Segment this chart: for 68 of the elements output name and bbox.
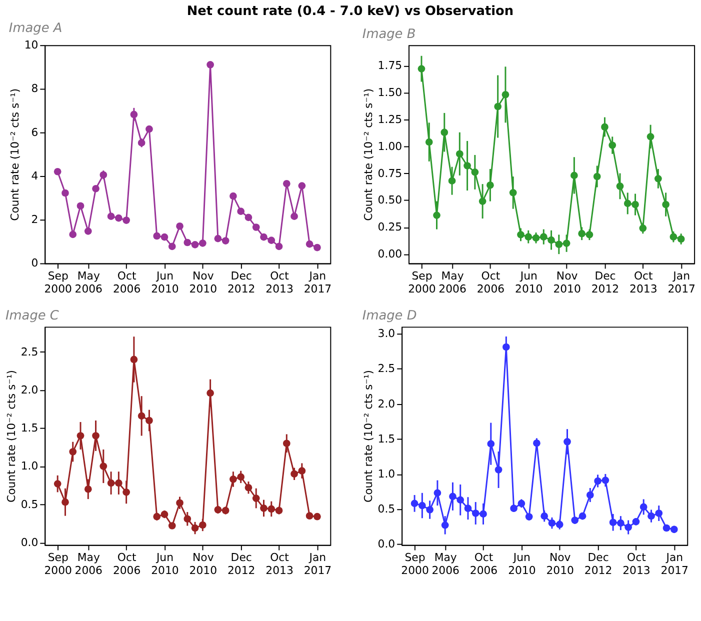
chart-title: Image B xyxy=(362,27,416,42)
y-tick-label: 1.50 xyxy=(378,86,402,99)
y-tick-label: 0.0 xyxy=(20,536,38,550)
x-tick-label: Sep 2000 xyxy=(408,270,436,296)
x-tick-label: Nov 2010 xyxy=(189,270,218,296)
y-tick-label: 4 xyxy=(31,169,38,182)
x-tick-label: Jun 2010 xyxy=(151,551,179,578)
y-tick-label: 0 xyxy=(31,256,38,270)
y-tick-label: 2.5 xyxy=(20,345,38,358)
x-tick-label: Jun 2010 xyxy=(508,551,536,578)
x-tick-label: May 2006 xyxy=(74,551,103,578)
x-tick-label: May 2006 xyxy=(438,270,466,296)
text: Net count rate (0.4 - 7.0 keV) vs Observation xyxy=(186,4,514,19)
x-tick-label: May 2006 xyxy=(74,270,103,296)
y-tick-label: 0.50 xyxy=(378,194,402,207)
y-axis-title: Count rate (10⁻² cts s⁻¹) xyxy=(4,370,18,503)
x-tick-label: Dec 2012 xyxy=(227,270,256,296)
y-tick-label: 0.75 xyxy=(378,166,402,180)
y-tick-label: 0.00 xyxy=(378,248,402,261)
y-tick-label: 1.5 xyxy=(20,422,38,435)
x-tick-label: Jan 2017 xyxy=(304,270,332,296)
chart-title: Image C xyxy=(5,308,59,324)
x-tick-label: Oct 2006 xyxy=(112,551,141,578)
x-tick-label: Oct 2013 xyxy=(266,551,294,578)
x-tick-label: Oct 2006 xyxy=(470,551,498,578)
x-tick-label: Nov 2010 xyxy=(553,270,581,296)
y-tick-label: 0.25 xyxy=(378,220,402,234)
y-tick-label: 3.0 xyxy=(378,327,396,340)
x-tick-label: Jan 2017 xyxy=(304,551,332,578)
y-tick-label: 1.25 xyxy=(378,112,402,126)
x-tick-label: Dec 2012 xyxy=(584,551,612,578)
y-tick-label: 1.75 xyxy=(378,59,402,72)
x-tick-label: May 2006 xyxy=(432,551,460,578)
y-axis-title: Count rate (10⁻² cts s⁻¹) xyxy=(362,88,375,221)
y-tick-label: 2.5 xyxy=(378,362,396,376)
y-tick-label: 1.5 xyxy=(378,432,396,446)
x-tick-label: Jan 2017 xyxy=(668,270,696,296)
x-tick-label: Dec 2012 xyxy=(227,551,256,578)
chart-title: Image D xyxy=(362,308,417,324)
y-tick-label: 1.00 xyxy=(378,140,402,153)
y-tick-label: 0.0 xyxy=(378,538,396,551)
x-tick-label: Oct 2006 xyxy=(476,270,505,296)
y-tick-label: 2.0 xyxy=(378,397,396,410)
x-tick-label: Jun 2010 xyxy=(515,270,543,296)
x-tick-label: Oct 2013 xyxy=(622,551,650,578)
y-axis-title: Count rate (10⁻² cts s⁻¹) xyxy=(8,88,22,221)
y-tick-label: 10 xyxy=(24,38,38,52)
x-tick-label: Jun 2010 xyxy=(151,270,179,296)
x-tick-label: Jan 2017 xyxy=(660,551,688,578)
y-axis-title: Count rate (10⁻² cts s⁻¹) xyxy=(362,370,375,503)
y-tick-label: 6 xyxy=(31,126,38,139)
y-tick-label: 0.5 xyxy=(20,498,38,511)
y-tick-label: 8 xyxy=(31,82,38,96)
x-tick-label: Nov 2010 xyxy=(546,551,574,578)
chart-title: Image A xyxy=(8,21,62,36)
x-tick-label: Oct 2013 xyxy=(266,270,294,296)
x-tick-label: Dec 2012 xyxy=(591,270,620,296)
y-tick-label: 0.5 xyxy=(378,502,396,516)
y-tick-label: 1.0 xyxy=(378,467,396,480)
y-tick-label: 2 xyxy=(31,213,38,226)
x-tick-label: Sep 2000 xyxy=(401,551,429,578)
x-tick-label: Sep 2000 xyxy=(44,551,72,578)
x-tick-label: Sep 2000 xyxy=(44,270,72,296)
x-tick-label: Oct 2006 xyxy=(112,270,141,296)
y-tick-label: 2.0 xyxy=(20,383,38,396)
x-tick-label: Nov 2010 xyxy=(189,551,218,578)
x-tick-label: Oct 2013 xyxy=(630,270,658,296)
y-tick-label: 1.0 xyxy=(20,460,38,473)
